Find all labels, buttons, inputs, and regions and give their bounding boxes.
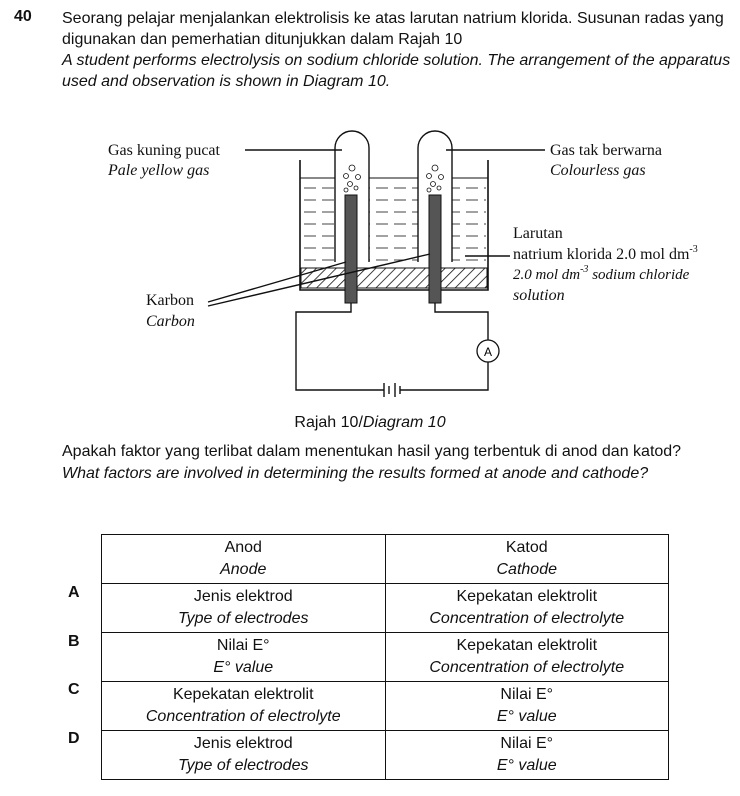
answer-options-table: Anod Anode Katod Cathode Jenis elektrod Typ… (101, 534, 669, 780)
carbon-electrode-right (428, 194, 442, 304)
circuit-wire (295, 303, 489, 391)
carbon-electrode-left (344, 194, 358, 304)
header-cathode: Katod Cathode (384, 534, 669, 584)
electrolysis-apparatus-diagram: A Gas kuning pucat Pale yellow gas Gas t… (107, 130, 698, 397)
caption-english: Diagram 10 (362, 414, 446, 431)
beaker (299, 160, 489, 291)
option-letter-a[interactable]: A (68, 584, 80, 601)
stem-malay: Seorang pelajar menjalankan elektrolisis… (62, 10, 724, 48)
leader-carbon-1 (207, 261, 347, 303)
label-solution-en-1: 2.0 mol dm-3 sodium chloride (513, 264, 690, 283)
question-stem: Seorang pelajar menjalankan elektrolisis… (62, 8, 732, 92)
option-letter-c[interactable]: C (68, 681, 80, 698)
prompt-english: What factors are involved in determining… (62, 465, 649, 482)
label-solution-ms-2: natrium klorida 2.0 mol dm-3 (513, 244, 698, 263)
option-b-cathode: Kepekatan elektrolit Concentration of ele… (384, 632, 669, 682)
prompt-malay: Apakah faktor yang terlibat dalam menent… (62, 443, 682, 460)
diagram-caption: Rajah 10/Diagram 10 (0, 414, 740, 432)
label-solution-en-2: solution (513, 287, 565, 304)
caption-malay: Rajah 10/ (294, 414, 363, 431)
option-letter-d[interactable]: D (68, 730, 80, 747)
label-carbon-en: Carbon (146, 313, 195, 330)
gas-bubbles-left (343, 164, 361, 193)
leader-carbon-2 (207, 253, 431, 307)
option-c-anode: Kepekatan elektrolit Concentration of ele… (101, 681, 386, 731)
label-carbon-ms: Karbon (146, 292, 194, 309)
stem-english: A student performs electrolysis on sodiu… (62, 52, 731, 90)
option-letter-b[interactable]: B (68, 633, 80, 650)
label-gas-right-en: Colourless gas (550, 162, 646, 179)
question-prompt: Apakah faktor yang terlibat dalam menent… (62, 441, 732, 485)
option-c-cathode: Nilai E° E° value (384, 681, 669, 731)
label-gas-right-ms: Gas tak berwarna (550, 142, 662, 159)
option-row-a[interactable]: Jenis elektrod Type of electrodes Kepekat… (101, 583, 669, 633)
option-d-cathode: Nilai E° E° value (384, 730, 669, 780)
label-gas-left-ms: Gas kuning pucat (108, 142, 221, 159)
option-d-anode: Jenis elektrod Type of electrodes (101, 730, 386, 780)
option-row-b[interactable]: Nilai E° E° value Kepekatan elektrolit Con… (101, 632, 669, 682)
gas-bubbles-right (426, 164, 444, 193)
battery-icon (383, 383, 401, 397)
header-anode: Anod Anode (101, 534, 386, 584)
option-b-anode: Nilai E° E° value (101, 632, 386, 682)
option-a-cathode: Kepekatan elektrolit Concentration of ele… (384, 583, 669, 633)
ammeter (476, 339, 500, 363)
label-solution-ms-1: Larutan (513, 225, 563, 242)
option-row-c[interactable]: Kepekatan elektrolit Concentration of ele… (101, 681, 669, 731)
question-number: 40 (14, 8, 32, 25)
ammeter-label: A (484, 345, 492, 359)
option-row-d[interactable]: Jenis elektrod Type of electrodes Nilai E… (101, 730, 669, 780)
table-header-row: Anod Anode Katod Cathode (101, 534, 669, 584)
option-a-anode: Jenis elektrod Type of electrodes (101, 583, 386, 633)
electrolyte-solution (304, 187, 486, 261)
label-gas-left-en: Pale yellow gas (107, 162, 209, 179)
